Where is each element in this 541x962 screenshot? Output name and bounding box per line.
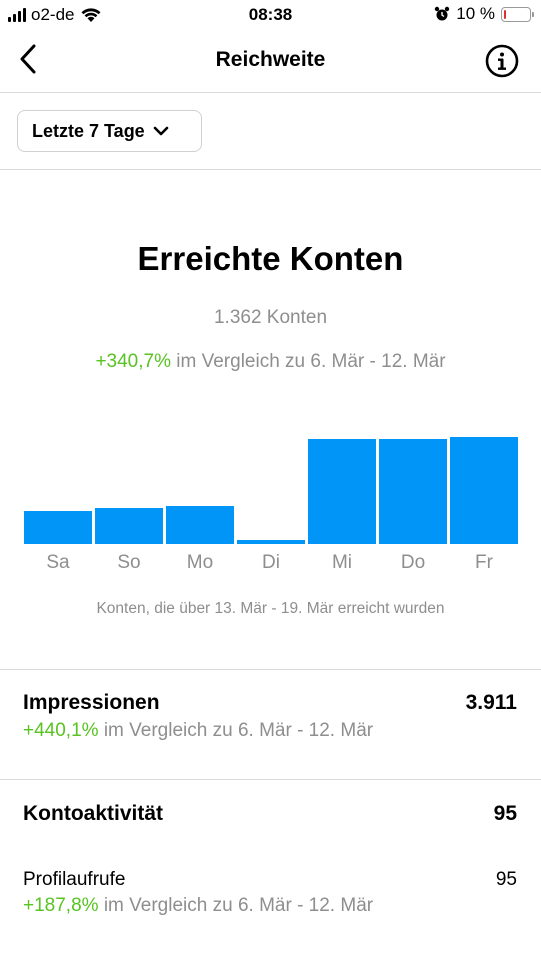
reach-title: Erreichte Konten xyxy=(137,240,404,277)
reach-compare-text: im Vergleich zu 6. Mär - 12. Mär xyxy=(171,351,446,372)
profile-visits-label: Profilaufrufe xyxy=(23,869,126,890)
carrier-name: o2-de xyxy=(31,5,75,24)
status-right: 10 % xyxy=(434,4,534,24)
profile-visits-change: +187,8% xyxy=(23,895,99,916)
account-activity-label: Kontoaktivität xyxy=(23,802,164,825)
impressions-compare-text: im Vergleich zu 6. Mär - 12. Mär xyxy=(98,720,374,741)
chart-x-label: Mi xyxy=(331,552,353,573)
filter-row: Letzte 7 Tage xyxy=(0,93,541,170)
chevron-left-icon xyxy=(20,44,36,74)
chart-bar xyxy=(308,438,376,544)
reach-count: 1.362 Konten xyxy=(213,307,328,328)
profile-visits-value: 95 xyxy=(495,869,517,890)
chart-x-label: Do xyxy=(400,552,426,573)
date-range-dropdown[interactable]: Letzte 7 Tage xyxy=(17,110,202,152)
reach-comparison: +340,7% im Vergleich zu 6. Mär - 12. Mär xyxy=(0,351,541,373)
impressions-value: 3.911 xyxy=(465,691,517,714)
reach-change: +340,7% xyxy=(95,351,171,372)
impressions-label: Impressionen xyxy=(23,691,160,714)
status-bar: o2-de 08:38 10 % xyxy=(0,0,541,30)
status-time: 08:38 xyxy=(248,5,293,24)
battery-icon xyxy=(501,6,534,22)
chart-x-label: Sa xyxy=(46,552,70,573)
divider xyxy=(0,779,541,780)
chart-x-label: Mo xyxy=(186,552,214,573)
impressions-comparison: +440,1% im Vergleich zu 6. Mär - 12. Mär xyxy=(23,720,373,742)
chart-x-labels: Sa So Mo Di Mi Do Fr xyxy=(24,552,518,576)
battery-tip xyxy=(532,11,534,17)
chevron-down-icon xyxy=(153,126,169,136)
status-left: o2-de xyxy=(8,5,102,25)
alarm-icon xyxy=(435,6,450,21)
impressions-change: +440,1% xyxy=(23,720,99,741)
divider xyxy=(0,669,541,670)
battery-fill xyxy=(504,9,507,19)
chart-bar xyxy=(95,507,163,544)
chart-bar xyxy=(379,438,447,544)
chart-x-label: Fr xyxy=(475,552,493,573)
chart-bar xyxy=(166,505,234,544)
chart-caption: Konten, die über 13. Mär - 19. Mär errei… xyxy=(96,600,445,617)
chart-bar xyxy=(24,511,92,544)
back-button[interactable] xyxy=(14,42,44,76)
signal-icon xyxy=(8,8,26,22)
info-button[interactable] xyxy=(485,44,519,78)
account-activity-value: 95 xyxy=(493,802,517,825)
page-title: Reichweite xyxy=(215,48,326,71)
profile-visits-comparison: +187,8% im Vergleich zu 6. Mär - 12. Mär xyxy=(23,895,373,917)
date-range-label: Letzte 7 Tage xyxy=(32,120,145,141)
nav-bar: Reichweite xyxy=(0,30,541,93)
battery-percent: 10 % xyxy=(456,4,495,23)
chart-bar xyxy=(237,539,305,544)
profile-visits-compare-text: im Vergleich zu 6. Mär - 12. Mär xyxy=(98,895,374,916)
wifi-icon xyxy=(81,8,101,22)
chart-x-label: Di xyxy=(262,552,280,573)
chart-x-label: So xyxy=(117,552,141,573)
chart-bar xyxy=(450,436,518,544)
info-icon xyxy=(485,44,519,78)
reach-bar-chart xyxy=(24,410,518,544)
